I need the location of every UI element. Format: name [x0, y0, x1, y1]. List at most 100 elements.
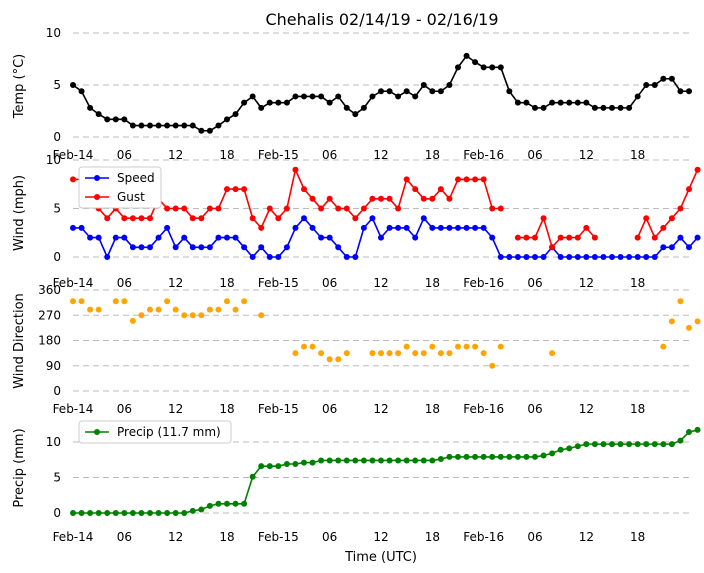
data-point-temp-0 — [369, 93, 376, 100]
data-point-dir-0 — [215, 306, 222, 313]
data-point-wind-1 — [326, 195, 333, 202]
data-point-dir-0 — [70, 298, 76, 305]
data-point-temp-0 — [292, 93, 299, 100]
data-point-wind-1 — [352, 215, 359, 222]
data-point-precip-0 — [480, 453, 487, 460]
x-tick-label-temp-4: Feb-15 — [258, 148, 299, 162]
data-point-wind-1 — [104, 215, 111, 222]
x-tick-label-temp-3: 18 — [219, 148, 234, 162]
data-point-wind-0 — [643, 254, 650, 260]
data-point-wind-0 — [600, 254, 607, 260]
data-point-wind-0 — [429, 224, 436, 231]
data-point-wind-1 — [583, 224, 590, 231]
data-point-dir-0 — [301, 343, 307, 350]
y-axis-label-precip: Precip (mm) — [12, 428, 27, 507]
data-point-precip-0 — [643, 441, 650, 448]
data-point-temp-0 — [343, 104, 350, 111]
data-point-precip-0 — [583, 441, 590, 448]
data-point-wind-0 — [78, 224, 85, 231]
data-point-wind-0 — [309, 224, 316, 231]
data-point-precip-0 — [609, 441, 615, 448]
data-point-wind-1 — [523, 234, 530, 241]
data-point-precip-0 — [318, 457, 325, 464]
data-point-precip-0 — [446, 453, 453, 460]
data-point-dir-0 — [292, 350, 299, 357]
x-tick-label-dir-9: 06 — [527, 402, 542, 416]
data-point-wind-1 — [232, 186, 239, 193]
data-point-wind-1 — [694, 166, 701, 173]
data-point-wind-0 — [335, 244, 342, 251]
data-point-temp-0 — [318, 93, 325, 100]
data-point-wind-0 — [420, 215, 427, 222]
data-point-dir-0 — [189, 312, 196, 319]
data-point-temp-0 — [566, 99, 573, 106]
x-tick-label-wind-5: 06 — [322, 276, 337, 290]
data-point-temp-0 — [147, 122, 153, 129]
data-point-dir-0 — [129, 317, 136, 324]
data-point-temp-0 — [249, 93, 256, 100]
data-point-temp-0 — [283, 99, 290, 106]
x-tick-label-temp-1: 06 — [117, 148, 132, 162]
data-point-dir-0 — [95, 306, 102, 313]
data-point-wind-0 — [224, 234, 230, 241]
data-point-wind-1 — [420, 195, 427, 202]
data-point-temp-0 — [497, 64, 504, 71]
data-point-temp-0 — [206, 127, 213, 134]
data-point-wind-1 — [198, 215, 205, 222]
data-point-precip-0 — [78, 510, 85, 516]
data-point-wind-0 — [506, 254, 513, 260]
data-point-precip-0 — [292, 461, 299, 468]
data-point-precip-0 — [557, 446, 564, 453]
data-point-dir-0 — [429, 343, 436, 350]
data-point-wind-0 — [557, 254, 564, 260]
x-tick-label-precip-5: 06 — [322, 530, 337, 544]
data-point-precip-0 — [283, 461, 290, 468]
data-point-temp-0 — [686, 88, 692, 95]
data-point-dir-0 — [87, 306, 94, 313]
data-point-wind-1 — [360, 205, 367, 212]
data-point-temp-0 — [557, 99, 564, 106]
data-point-wind-0 — [232, 234, 239, 241]
data-point-wind-0 — [609, 254, 615, 260]
data-point-wind-1 — [566, 234, 573, 241]
data-point-wind-0 — [147, 244, 153, 251]
data-point-wind-1 — [275, 215, 282, 222]
data-point-dir-0 — [463, 343, 470, 350]
data-point-precip-0 — [617, 441, 624, 448]
data-point-precip-0 — [566, 445, 573, 452]
data-point-dir-0 — [472, 343, 479, 350]
data-point-temp-0 — [591, 104, 598, 111]
data-point-wind-1 — [241, 186, 248, 193]
data-point-wind-0 — [617, 254, 624, 260]
data-point-precip-0 — [206, 502, 213, 509]
data-point-temp-0 — [677, 88, 684, 95]
data-point-wind-0 — [455, 224, 461, 231]
data-point-temp-0 — [480, 64, 487, 71]
data-point-precip-0 — [412, 457, 419, 464]
y-tick-label-wind-1: 5 — [53, 202, 61, 216]
data-point-dir-0 — [660, 343, 667, 350]
data-point-wind-1 — [147, 215, 153, 222]
data-point-precip-0 — [104, 510, 111, 516]
series-dir-0 — [70, 298, 701, 369]
data-point-wind-1 — [557, 234, 564, 241]
data-point-precip-0 — [660, 441, 667, 448]
data-point-wind-0 — [112, 234, 119, 241]
data-point-temp-0 — [138, 122, 145, 129]
data-point-wind-0 — [70, 224, 76, 231]
data-point-wind-1 — [121, 215, 128, 222]
x-tick-label-dir-7: 18 — [425, 402, 440, 416]
data-point-precip-0 — [335, 457, 342, 464]
legend-label-wind-0: Speed — [117, 171, 155, 185]
x-tick-label-precip-11: 18 — [630, 530, 645, 544]
data-point-wind-0 — [566, 254, 573, 260]
y-tick-label-temp-0: 0 — [53, 130, 61, 144]
data-point-wind-1 — [386, 195, 393, 202]
data-point-temp-0 — [600, 104, 607, 111]
data-point-precip-0 — [472, 453, 479, 460]
data-point-precip-0 — [258, 463, 265, 470]
data-point-temp-0 — [121, 116, 128, 123]
data-point-temp-0 — [87, 104, 94, 111]
data-point-temp-0 — [455, 64, 461, 71]
data-point-wind-0 — [668, 244, 675, 251]
